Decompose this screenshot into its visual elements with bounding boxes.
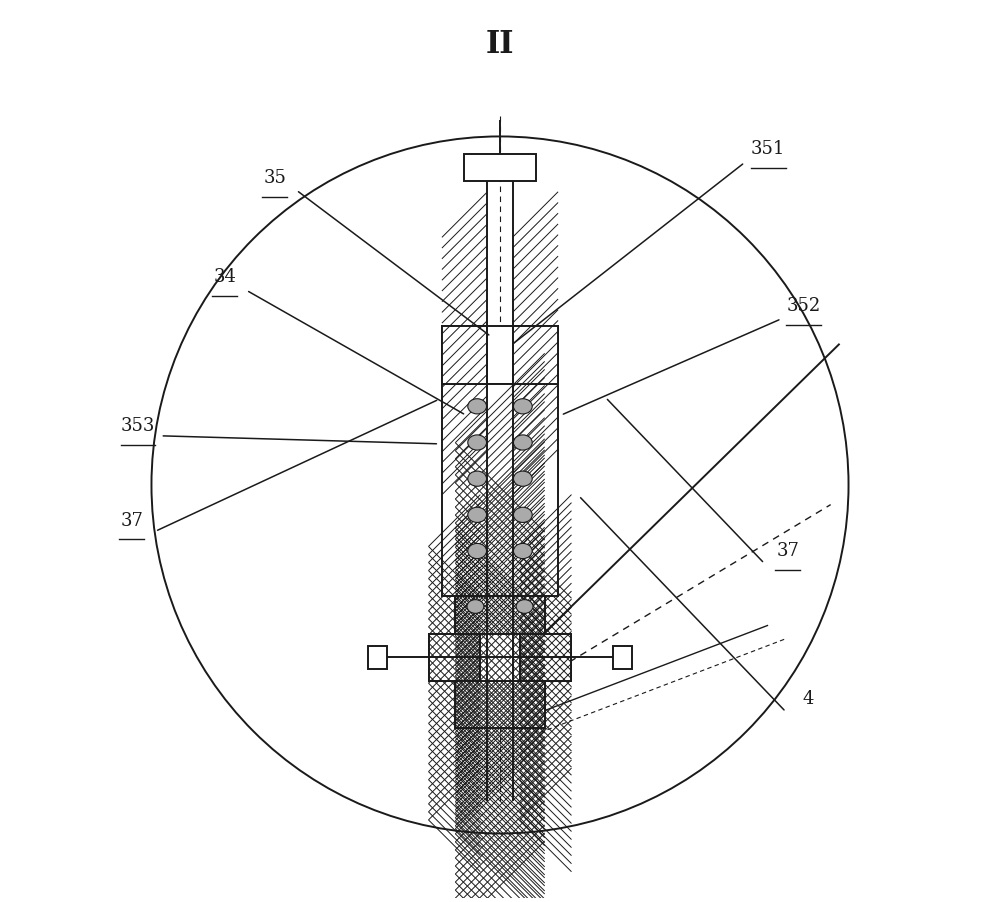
Ellipse shape <box>468 471 487 486</box>
Text: II: II <box>486 29 514 60</box>
Bar <box>429 634 480 681</box>
Ellipse shape <box>516 600 533 613</box>
Bar <box>442 384 558 596</box>
Bar <box>464 154 536 181</box>
Ellipse shape <box>513 543 532 558</box>
Text: 353: 353 <box>121 417 155 435</box>
Bar <box>442 326 558 384</box>
Bar <box>455 596 545 634</box>
Text: 34: 34 <box>213 268 236 286</box>
Bar <box>455 681 545 728</box>
Ellipse shape <box>513 471 532 486</box>
Text: 351: 351 <box>751 140 785 158</box>
Text: 352: 352 <box>787 298 821 315</box>
Bar <box>442 326 487 384</box>
Bar <box>368 646 387 669</box>
Text: 4: 4 <box>803 690 814 708</box>
Text: 35: 35 <box>263 170 286 188</box>
Bar <box>520 634 571 681</box>
Ellipse shape <box>468 399 487 414</box>
Ellipse shape <box>467 600 484 613</box>
Ellipse shape <box>468 543 487 558</box>
Ellipse shape <box>468 507 487 522</box>
Bar <box>429 634 571 681</box>
Ellipse shape <box>513 507 532 522</box>
Ellipse shape <box>513 435 532 450</box>
Text: 37: 37 <box>120 511 143 529</box>
Bar <box>513 326 558 384</box>
Text: 37: 37 <box>776 542 799 560</box>
Bar <box>613 646 632 669</box>
Ellipse shape <box>468 435 487 450</box>
Bar <box>480 634 520 681</box>
Ellipse shape <box>513 399 532 414</box>
